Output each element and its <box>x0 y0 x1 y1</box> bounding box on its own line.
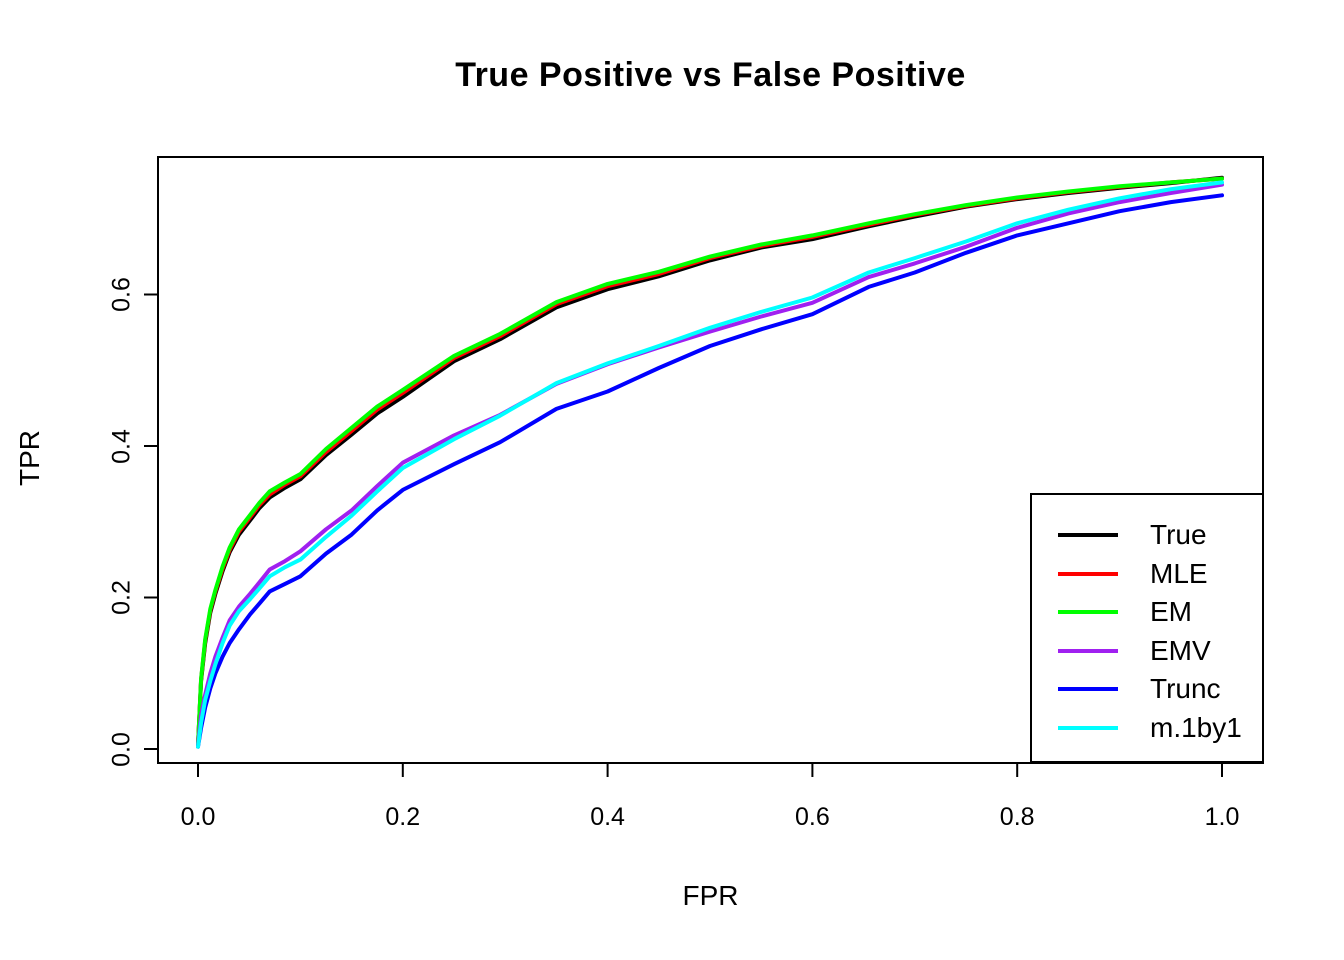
legend-line-trunc <box>1058 687 1118 691</box>
legend-label: EM <box>1150 596 1192 627</box>
legend-label: EMV <box>1150 634 1211 666</box>
legend-label: m.1by1 <box>1150 711 1242 743</box>
y-tick-label: 0.2 <box>107 580 136 615</box>
legend-item: Trunc <box>1032 670 1262 708</box>
y-tick-label: 0.6 <box>107 277 136 312</box>
legend-line-m-1by1 <box>1058 725 1118 730</box>
legend-item: MLE <box>1032 555 1262 593</box>
legend-item: EMV <box>1032 632 1262 670</box>
legend-line-emv <box>1058 648 1118 653</box>
legend-line-em <box>1058 610 1118 614</box>
y-axis-label: TPR <box>14 430 45 486</box>
legend-item: EM <box>1032 593 1262 631</box>
y-tick-label: 0.0 <box>107 731 136 767</box>
legend-item: True <box>1032 516 1262 554</box>
x-tick-label: 0.6 <box>795 803 830 831</box>
legend-item: m.1by1 <box>1032 709 1262 747</box>
x-tick-label: 0.0 <box>180 803 216 831</box>
legend: True MLE EM EMV Trunc m.1by1 <box>1030 493 1264 763</box>
legend-label: Trunc <box>1150 673 1221 704</box>
legend-line-mle <box>1058 571 1118 576</box>
plot-frame <box>157 156 1264 764</box>
curve-emv <box>196 182 1224 748</box>
y-tick-label: 0.4 <box>107 428 136 464</box>
x-tick-label: 0.8 <box>999 803 1035 831</box>
chart-title: True Positive vs False Positive <box>455 56 966 94</box>
x-tick-label: 1.0 <box>1204 803 1240 831</box>
x-tick-label: 0.4 <box>590 803 625 831</box>
legend-label: MLE <box>1150 557 1208 589</box>
curve-trunc <box>196 193 1224 749</box>
x-tick-label: 0.2 <box>385 803 421 831</box>
curve-em <box>196 176 1224 748</box>
curve-m-1by1 <box>196 180 1224 749</box>
legend-label: True <box>1150 519 1207 550</box>
x-axis-label: FPR <box>682 880 739 911</box>
legend-line-true <box>1058 533 1118 537</box>
